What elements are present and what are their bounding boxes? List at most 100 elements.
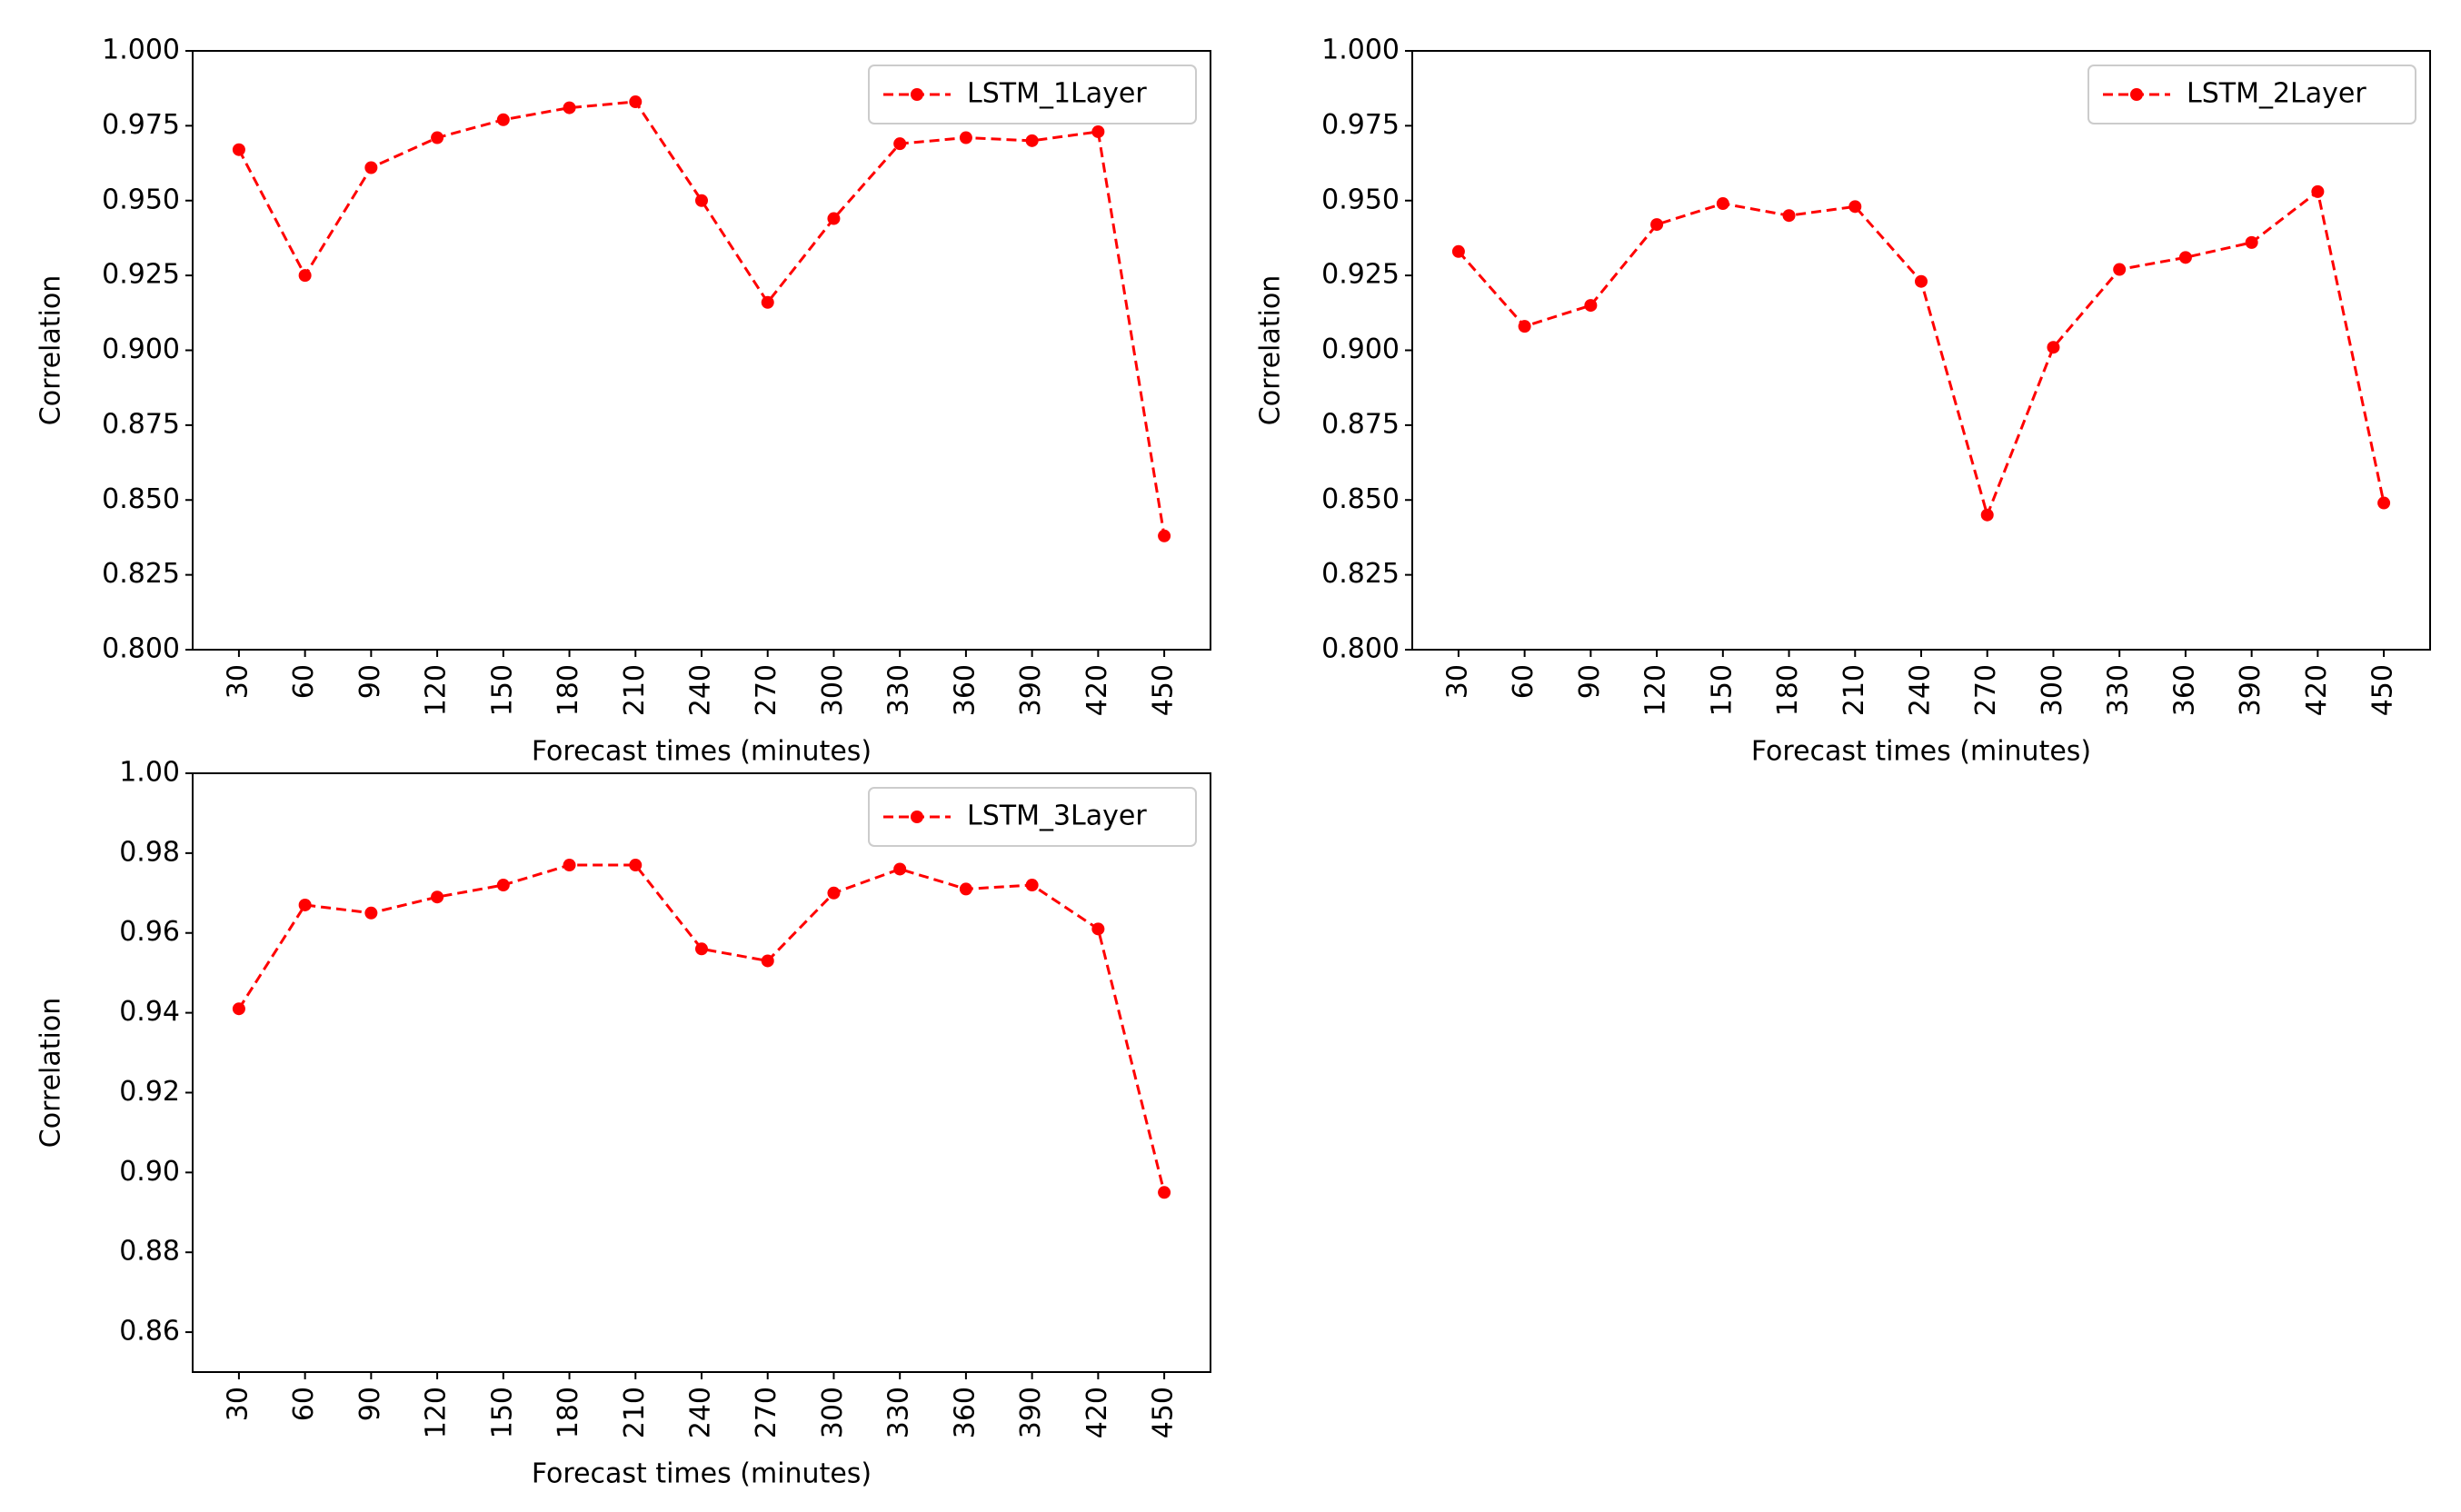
data-point <box>827 886 841 900</box>
series-line <box>237 863 1166 1193</box>
x-tick-label: 330 <box>2103 664 2135 716</box>
x-tick-label: 240 <box>1905 664 1937 716</box>
data-point <box>959 131 972 144</box>
data-point <box>1915 274 1928 288</box>
x-axis-label: Forecast times (minutes) <box>532 736 872 768</box>
y-tick-label: 0.975 <box>1321 109 1400 141</box>
data-point <box>2377 496 2391 510</box>
x-tick-label: 30 <box>222 1387 254 1421</box>
x-tick-label: 180 <box>1772 664 1804 716</box>
data-point <box>1980 508 1994 522</box>
x-tick-label: 30 <box>222 664 254 699</box>
data-point <box>1716 197 1729 211</box>
y-tick-label: 0.92 <box>119 1076 180 1108</box>
x-tick-label: 450 <box>1148 664 1180 716</box>
series-line <box>1457 189 2386 520</box>
data-point <box>496 113 510 126</box>
x-tick-label: 450 <box>1148 1387 1180 1438</box>
legend-label: LSTM_3Layer <box>967 801 1147 832</box>
x-tick-label: 120 <box>421 664 453 716</box>
data-point <box>2047 341 2060 354</box>
data-point <box>893 862 907 876</box>
x-axis-label: Forecast times (minutes) <box>1751 736 2091 768</box>
data-point <box>2245 235 2258 249</box>
y-tick-label: 0.825 <box>102 558 180 590</box>
y-tick-label: 0.825 <box>1321 558 1400 590</box>
data-point <box>563 101 576 114</box>
panel: 0.86 0.88 0.90 0.92 0.94 0.96 0.98 1.00 30 60 90 12… <box>35 757 1211 1490</box>
data-point <box>827 212 841 225</box>
x-tick-label: 240 <box>685 664 717 716</box>
x-tick-label: 390 <box>2235 664 2267 716</box>
x-tick-label: 330 <box>883 1387 915 1438</box>
x-tick-label: 360 <box>949 1387 981 1438</box>
x-axis-label: Forecast times (minutes) <box>532 1458 872 1490</box>
data-point <box>232 1002 245 1016</box>
y-tick-label: 0.925 <box>102 259 180 291</box>
x-tick-label: 420 <box>1081 664 1113 716</box>
x-tick-label: 300 <box>817 664 849 716</box>
y-tick-label: 1.000 <box>102 35 180 66</box>
y-tick-label: 0.800 <box>1321 633 1400 665</box>
data-point <box>1782 209 1796 223</box>
x-tick-label: 90 <box>1574 664 1606 699</box>
x-tick-label: 210 <box>1838 664 1870 716</box>
data-point <box>1091 124 1105 138</box>
y-axis-label: Correlation <box>1255 275 1287 425</box>
y-tick-label: 0.88 <box>119 1236 180 1268</box>
data-point <box>893 137 907 151</box>
y-tick-label: 0.98 <box>119 836 180 868</box>
x-tick-label: 360 <box>2168 664 2200 716</box>
data-point <box>1158 529 1171 542</box>
legend-label: LSTM_2Layer <box>2187 78 2366 110</box>
x-tick-label: 90 <box>354 664 386 699</box>
data-point <box>761 954 774 968</box>
legend-marker <box>911 811 923 823</box>
x-tick-label: 360 <box>949 664 981 716</box>
y-tick-label: 0.90 <box>119 1156 180 1188</box>
data-point <box>364 161 378 174</box>
y-tick-label: 0.850 <box>1321 483 1400 515</box>
y-tick-label: 0.925 <box>1321 259 1400 291</box>
y-tick-label: 0.96 <box>119 916 180 948</box>
x-tick-label: 390 <box>1015 664 1047 716</box>
y-tick-label: 0.875 <box>1321 408 1400 440</box>
data-point <box>1584 299 1598 313</box>
y-tick-label: 0.950 <box>102 184 180 215</box>
data-point <box>629 95 643 109</box>
legend-box <box>2087 65 2416 124</box>
y-axis-label: Correlation <box>35 998 67 1148</box>
legend-box <box>868 787 1197 847</box>
data-point <box>232 143 245 156</box>
data-point <box>298 269 312 283</box>
data-point <box>629 859 643 872</box>
data-point <box>1158 1186 1171 1199</box>
legend-label: LSTM_1Layer <box>967 78 1147 110</box>
data-point <box>364 906 378 920</box>
x-tick-label: 150 <box>1706 664 1738 716</box>
x-tick-label: 150 <box>486 664 518 716</box>
data-point <box>1025 879 1039 892</box>
x-tick-label: 60 <box>1508 664 1539 699</box>
x-tick-label: 300 <box>817 1387 849 1438</box>
plot-frame <box>1411 50 2431 651</box>
plot-frame <box>192 772 1211 1373</box>
series-line <box>237 100 1166 537</box>
x-tick-label: 330 <box>883 664 915 716</box>
data-point <box>1650 218 1664 232</box>
y-tick-label: 0.975 <box>102 109 180 141</box>
y-axis-label: Correlation <box>35 275 67 425</box>
legend-marker <box>911 88 923 101</box>
data-point <box>1848 200 1862 214</box>
data-point <box>1451 244 1465 258</box>
y-tick-label: 0.950 <box>1321 184 1400 215</box>
y-tick-label: 0.800 <box>102 633 180 665</box>
data-point <box>761 295 774 309</box>
x-tick-label: 30 <box>1441 664 1473 699</box>
legend-marker <box>2130 88 2143 101</box>
y-tick-label: 0.900 <box>1321 333 1400 365</box>
plot-frame <box>192 50 1211 651</box>
x-tick-label: 450 <box>2367 664 2399 716</box>
y-tick-label: 0.875 <box>102 408 180 440</box>
